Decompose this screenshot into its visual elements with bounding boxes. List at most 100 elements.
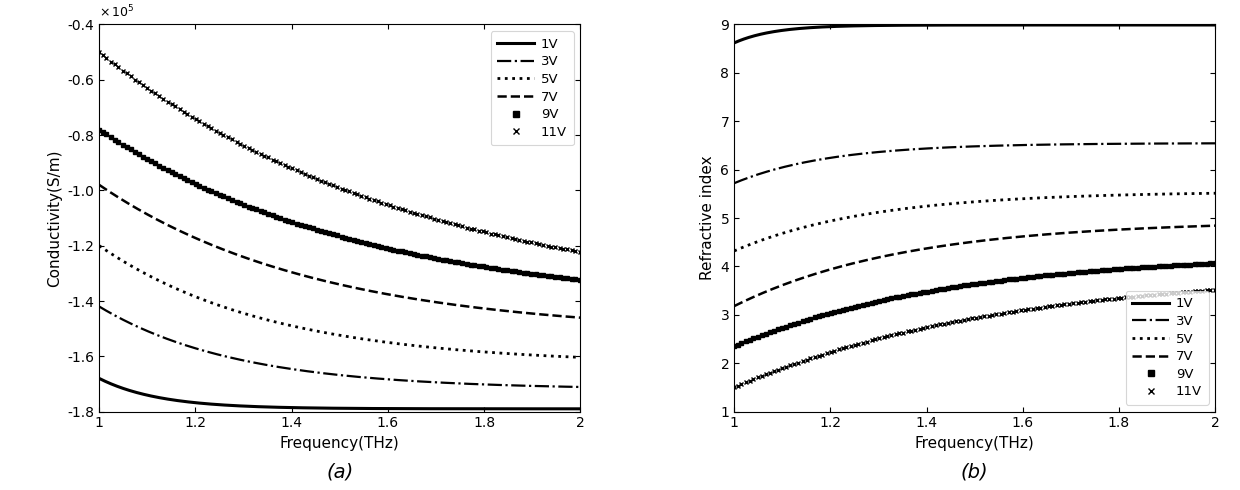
3V [394, 377, 409, 383]
9V [556, 275, 570, 281]
Line: 11V: 11V [98, 50, 582, 254]
9V [92, 126, 107, 132]
9V [856, 302, 870, 308]
Text: (b): (b) [961, 463, 988, 481]
Line: 5V: 5V [99, 245, 580, 357]
1V [248, 404, 263, 410]
5V [439, 346, 454, 352]
9V [1106, 267, 1121, 272]
Y-axis label: Refractive index: Refractive index [699, 156, 715, 280]
3V [883, 148, 898, 154]
1V [439, 406, 454, 412]
3V [248, 360, 263, 366]
7V [883, 252, 898, 258]
1V [283, 405, 298, 411]
1V [394, 406, 409, 412]
Text: (a): (a) [326, 463, 353, 481]
11V [1190, 288, 1205, 294]
7V [918, 246, 932, 252]
3V [439, 380, 454, 386]
9V [422, 254, 436, 260]
7V [1208, 223, 1223, 229]
1V [1076, 22, 1091, 28]
3V [1076, 141, 1091, 147]
3V [441, 380, 456, 386]
5V [248, 314, 263, 320]
Text: $\times\,10^5$: $\times\,10^5$ [99, 4, 135, 21]
5V [1076, 193, 1091, 199]
7V [394, 294, 409, 300]
9V [993, 277, 1008, 283]
5V [573, 354, 588, 360]
9V [1190, 261, 1205, 267]
3V [918, 146, 932, 151]
11V [1106, 295, 1121, 301]
3V [1074, 141, 1089, 147]
11V [556, 246, 570, 252]
5V [92, 243, 107, 248]
11V [1208, 287, 1223, 293]
11V [422, 215, 436, 220]
9V [727, 343, 742, 349]
5V [1074, 193, 1089, 199]
7V [283, 269, 298, 274]
9V [192, 183, 207, 189]
5V [150, 277, 165, 283]
7V [92, 182, 107, 188]
5V [785, 227, 800, 233]
5V [727, 248, 742, 254]
Y-axis label: Conductivity(S/m): Conductivity(S/m) [47, 149, 62, 287]
Line: 9V: 9V [733, 262, 1216, 348]
9V [221, 196, 236, 201]
Line: 5V: 5V [734, 193, 1215, 251]
1V [1208, 22, 1223, 28]
X-axis label: Frequency(THz): Frequency(THz) [280, 436, 399, 451]
11V [1056, 301, 1071, 307]
Legend: 1V, 3V, 5V, 7V, 9V, 11V: 1V, 3V, 5V, 7V, 9V, 11V [1126, 291, 1209, 405]
7V [727, 303, 742, 309]
11V [358, 195, 373, 200]
11V [993, 311, 1008, 317]
7V [573, 315, 588, 320]
Line: 3V: 3V [734, 143, 1215, 183]
3V [785, 162, 800, 168]
5V [1029, 195, 1044, 201]
3V [573, 384, 588, 390]
1V [1029, 22, 1044, 28]
7V [441, 301, 456, 307]
1V [883, 23, 898, 28]
5V [394, 341, 409, 347]
5V [441, 346, 456, 352]
1V [441, 406, 456, 412]
1V [785, 26, 800, 32]
5V [283, 322, 298, 328]
7V [439, 301, 454, 307]
3V [283, 366, 298, 372]
1V [573, 406, 588, 412]
Line: 9V: 9V [98, 128, 582, 281]
Line: 3V: 3V [99, 307, 580, 387]
9V [1208, 260, 1223, 266]
1V [727, 40, 742, 46]
11V [827, 348, 842, 354]
9V [1056, 270, 1071, 276]
1V [150, 394, 165, 400]
9V [358, 240, 373, 246]
9V [471, 263, 486, 269]
7V [1076, 229, 1091, 235]
3V [1208, 140, 1223, 146]
7V [248, 258, 263, 264]
11V [192, 118, 207, 124]
5V [1208, 190, 1223, 196]
Line: 7V: 7V [734, 226, 1215, 306]
3V [1029, 142, 1044, 147]
11V [221, 134, 236, 140]
7V [1074, 229, 1089, 235]
3V [727, 180, 742, 186]
3V [150, 332, 165, 338]
9V [573, 277, 588, 283]
11V [727, 385, 742, 391]
Line: 1V: 1V [734, 25, 1215, 43]
X-axis label: Frequency(THz): Frequency(THz) [915, 436, 1034, 451]
5V [918, 203, 932, 209]
